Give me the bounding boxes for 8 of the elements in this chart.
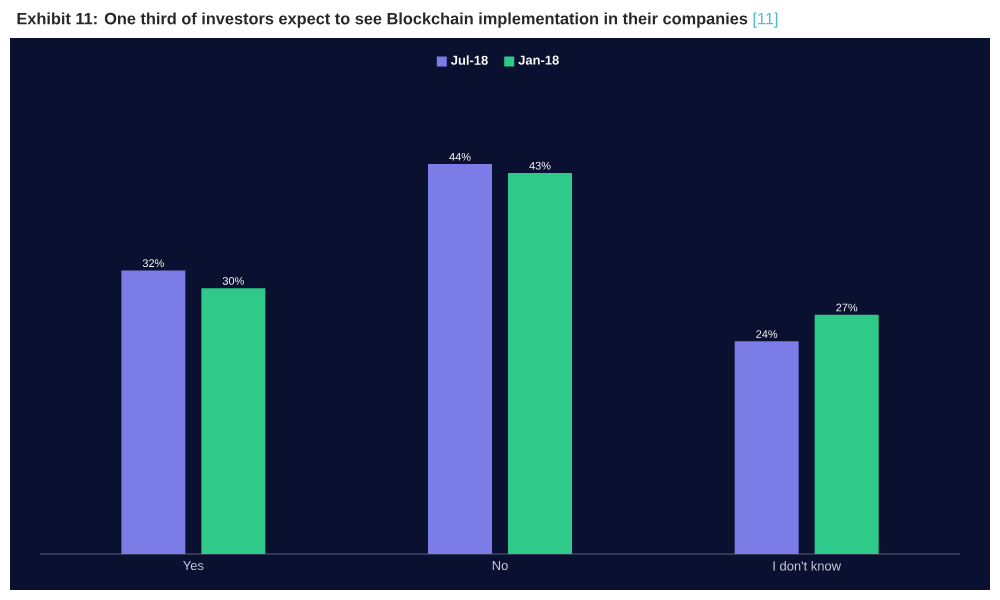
bar [121, 270, 186, 554]
text: [11] [753, 12, 778, 28]
bar [428, 164, 493, 554]
bar [814, 314, 879, 554]
bar [508, 172, 573, 554]
bar [201, 288, 266, 554]
bar [734, 341, 799, 554]
chart-title: Exhibit 11: One third of investors expect to see Blockchain implementation in their companies [17, 12, 748, 28]
